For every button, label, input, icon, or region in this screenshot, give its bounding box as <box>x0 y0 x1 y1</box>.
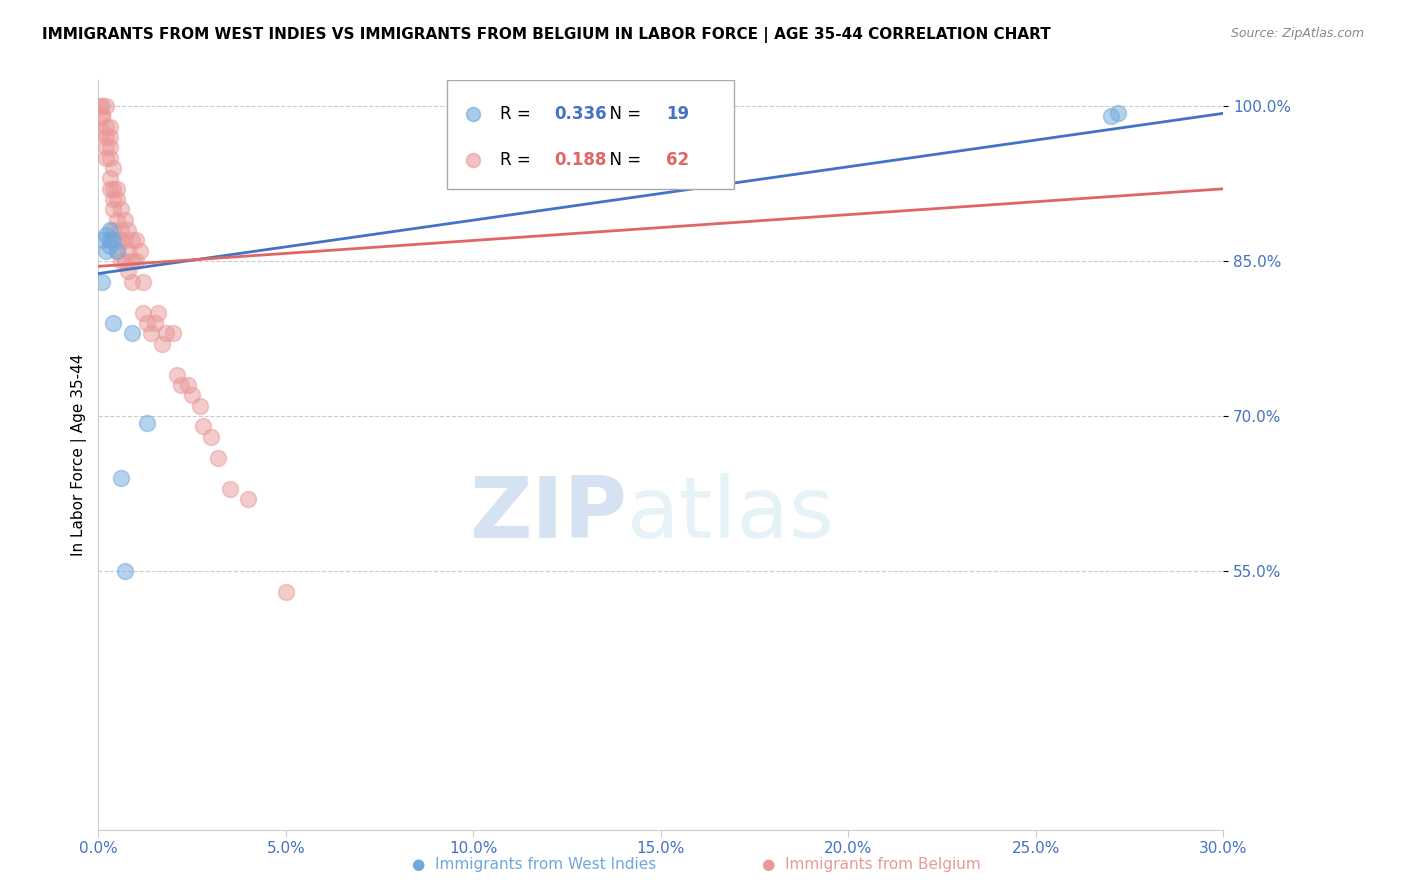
Text: 0.188: 0.188 <box>554 151 606 169</box>
Point <box>89 99 111 113</box>
Point <box>94 151 117 165</box>
Point <box>121 326 143 341</box>
Text: N =: N = <box>599 151 647 169</box>
Point <box>114 234 136 248</box>
Point <box>132 306 155 320</box>
Point <box>105 182 128 196</box>
Point <box>103 234 125 248</box>
Point <box>98 223 121 237</box>
Point <box>103 161 125 175</box>
Point <box>238 491 260 506</box>
Text: N =: N = <box>599 105 647 123</box>
Point <box>98 140 121 154</box>
Text: R =: R = <box>501 105 536 123</box>
Point <box>103 223 125 237</box>
Point <box>125 254 148 268</box>
Point <box>1099 110 1122 124</box>
Point <box>117 223 139 237</box>
Point <box>162 326 184 341</box>
Text: Source: ZipAtlas.com: Source: ZipAtlas.com <box>1230 27 1364 40</box>
Point <box>103 316 125 330</box>
Point <box>94 120 117 134</box>
Point <box>91 125 114 139</box>
Point <box>150 336 173 351</box>
Point <box>94 130 117 145</box>
Point <box>155 326 177 341</box>
Point <box>114 564 136 578</box>
Point <box>94 140 117 154</box>
Text: ZIP: ZIP <box>470 474 627 557</box>
Point <box>110 254 132 268</box>
Y-axis label: In Labor Force | Age 35-44: In Labor Force | Age 35-44 <box>72 354 87 556</box>
Text: ●  Immigrants from West Indies: ● Immigrants from West Indies <box>412 857 657 872</box>
Point <box>91 110 114 124</box>
Point <box>105 234 128 248</box>
Point <box>170 378 193 392</box>
Point <box>166 368 188 382</box>
Point <box>103 202 125 217</box>
Point <box>148 306 170 320</box>
Point <box>132 275 155 289</box>
Point <box>117 264 139 278</box>
Point <box>136 417 159 431</box>
Point <box>200 430 222 444</box>
Point <box>103 182 125 196</box>
Point <box>207 450 229 465</box>
Point <box>110 471 132 485</box>
Text: atlas: atlas <box>627 474 835 557</box>
Point <box>98 151 121 165</box>
Point <box>139 326 162 341</box>
Point <box>91 99 114 113</box>
Text: ●  Immigrants from Belgium: ● Immigrants from Belgium <box>762 857 981 872</box>
Point <box>94 228 117 243</box>
Point <box>143 316 166 330</box>
Point <box>103 192 125 206</box>
Point <box>125 234 148 248</box>
Point <box>121 275 143 289</box>
Text: 62: 62 <box>666 151 689 169</box>
Point <box>98 120 121 134</box>
Point <box>1107 106 1129 120</box>
Point <box>110 234 132 248</box>
Point <box>105 244 128 258</box>
Point <box>91 234 114 248</box>
Point <box>94 99 117 113</box>
Point <box>114 212 136 227</box>
Point <box>98 234 121 248</box>
Point <box>98 182 121 196</box>
Point <box>274 585 297 599</box>
Point <box>188 399 211 413</box>
Point <box>193 419 215 434</box>
Text: R =: R = <box>501 151 536 169</box>
Point <box>177 378 200 392</box>
Point <box>91 275 114 289</box>
Point <box>98 130 121 145</box>
Point <box>117 244 139 258</box>
Point <box>98 171 121 186</box>
Point <box>128 244 150 258</box>
Point <box>94 244 117 258</box>
Text: 19: 19 <box>666 105 689 123</box>
Point <box>105 212 128 227</box>
Point <box>105 244 128 258</box>
Text: IMMIGRANTS FROM WEST INDIES VS IMMIGRANTS FROM BELGIUM IN LABOR FORCE | AGE 35-4: IMMIGRANTS FROM WEST INDIES VS IMMIGRANT… <box>42 27 1050 43</box>
Point <box>110 223 132 237</box>
Point <box>136 316 159 330</box>
Point <box>91 110 114 124</box>
Point <box>218 482 240 496</box>
Point <box>114 254 136 268</box>
Point <box>181 388 204 402</box>
Text: 0.336: 0.336 <box>554 105 606 123</box>
Point <box>121 234 143 248</box>
Point <box>105 192 128 206</box>
Point <box>110 202 132 217</box>
Point <box>98 238 121 252</box>
Point <box>121 254 143 268</box>
FancyBboxPatch shape <box>447 80 734 189</box>
